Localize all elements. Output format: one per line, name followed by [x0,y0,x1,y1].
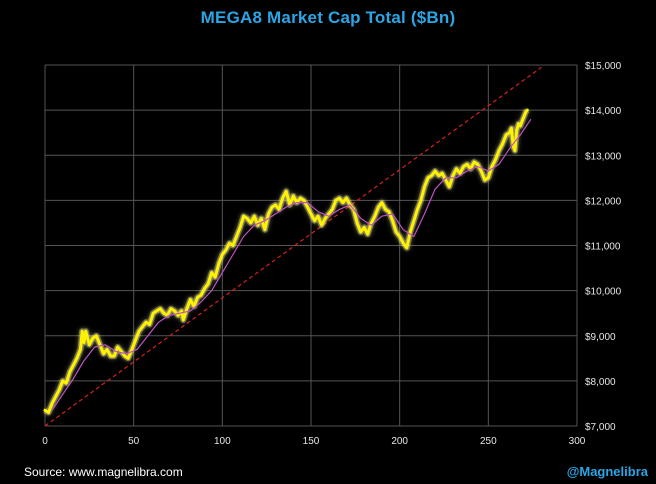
series [43,66,542,427]
moving-average-line [51,118,532,411]
axes: 0 50 100 150 200 250 300 $7,000 $8,000 $9,000 $10,… [42,61,621,447]
y-tick-label: $9,000 [585,332,616,343]
y-tick-label: $12,000 [585,196,622,207]
twitter-handle: @Magnelibra [566,464,648,479]
source-label: Source: www.magnelibra.com [24,465,183,479]
x-tick-label: 300 [569,436,586,447]
main-series-line [43,108,529,414]
y-tick-label: $10,000 [585,287,622,298]
x-tick-label: 0 [42,436,48,447]
x-tick-label: 100 [214,436,231,447]
y-tick-label: $13,000 [585,151,622,162]
y-tick-label: $15,000 [585,61,622,72]
x-tick-label: 50 [128,436,140,447]
y-tick-label: $14,000 [585,106,622,117]
grid [44,64,578,427]
trend-line [44,66,542,427]
y-tick-label: $11,000 [585,242,621,253]
y-tick-label: $7,000 [585,422,616,433]
x-tick-label: 200 [391,436,408,447]
y-tick-label: $8,000 [585,377,616,388]
x-tick-label: 250 [480,436,497,447]
x-tick-label: 150 [303,436,320,447]
chart-title: MEGA8 Market Cap Total ($Bn) [200,8,456,27]
